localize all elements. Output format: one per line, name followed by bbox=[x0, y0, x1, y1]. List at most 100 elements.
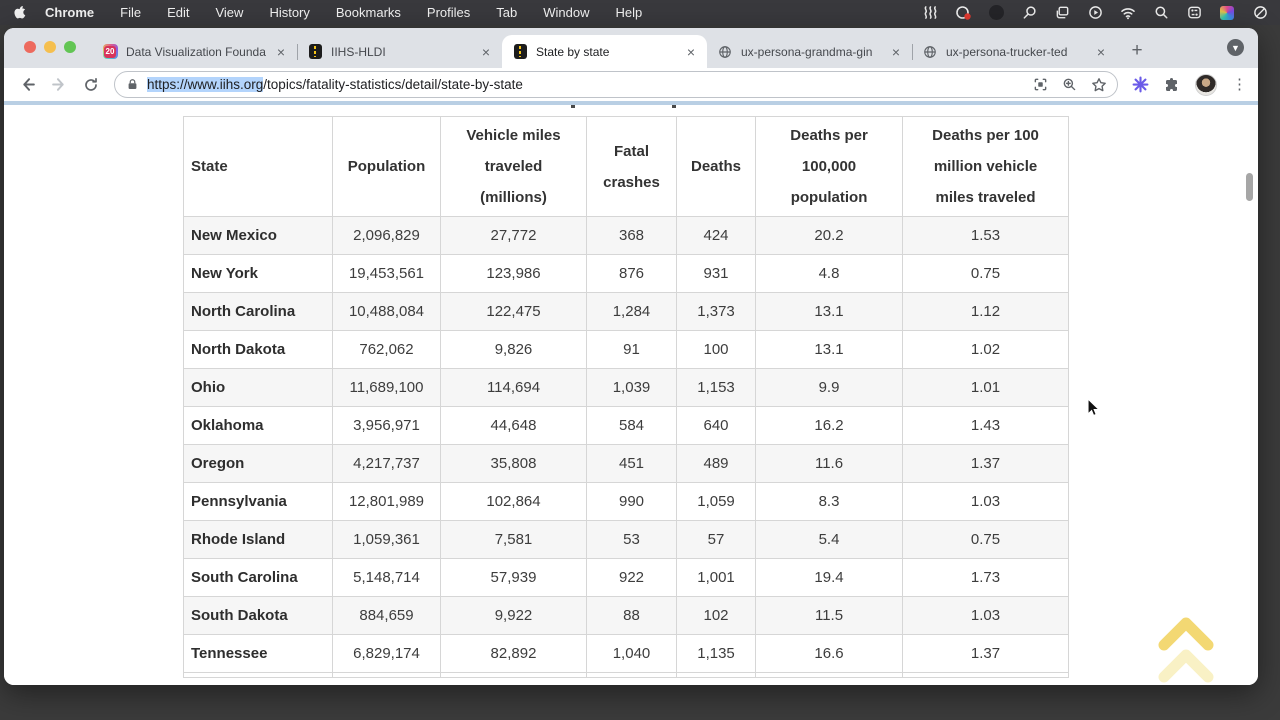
spotlight-search-icon[interactable] bbox=[1153, 5, 1169, 21]
value-cell: 10,488,084 bbox=[332, 292, 441, 331]
forward-icon[interactable] bbox=[46, 72, 72, 98]
table-body: New Mexico 2,096,829 27,772 368 424 20.2 1.53 N… bbox=[183, 216, 1070, 678]
value-cell: 19.4 bbox=[755, 558, 904, 597]
colorful-app-icon[interactable] bbox=[1219, 5, 1235, 21]
tab-iihs-hldi[interactable]: IIHS-HLDI × bbox=[297, 35, 502, 68]
value-cell: 53 bbox=[586, 520, 677, 559]
profile-avatar[interactable] bbox=[1195, 73, 1217, 96]
close-tab-icon[interactable]: × bbox=[686, 43, 696, 60]
double-chevron-up-icon bbox=[1158, 617, 1214, 651]
tab-data-visualization[interactable]: 20 Data Visualization Founda × bbox=[92, 35, 297, 68]
state-cell: Oklahoma bbox=[183, 406, 333, 445]
menu-profiles[interactable]: Profiles bbox=[426, 5, 471, 20]
menu-history[interactable]: History bbox=[269, 5, 310, 20]
browser-toolbar: https://www.iihs.org/topics/fatality-sta… bbox=[4, 68, 1258, 101]
control-center-icon[interactable] bbox=[1186, 5, 1202, 21]
apple-logo-icon[interactable] bbox=[12, 5, 27, 20]
menu-help[interactable]: Help bbox=[615, 5, 643, 20]
table-row: Pennsylvania 12,801,989 102,864 990 1,059 8.3… bbox=[183, 482, 1070, 521]
value-cell: 7,581 bbox=[440, 520, 587, 559]
close-tab-icon[interactable]: × bbox=[1096, 43, 1106, 60]
puzzle-extensions-icon[interactable] bbox=[1164, 77, 1180, 93]
table-row: Oregon 4,217,737 35,808 451 489 11.6 1.37 bbox=[183, 444, 1070, 483]
tab-ux-persona-trucker[interactable]: ux-persona-trucker-ted × bbox=[912, 35, 1117, 68]
value-cell: 102 bbox=[675, 596, 757, 635]
screen-record-badge-icon[interactable] bbox=[955, 5, 971, 21]
play-circle-icon[interactable] bbox=[1087, 5, 1103, 21]
state-cell: South Dakota bbox=[183, 596, 333, 635]
window-controls bbox=[24, 41, 76, 53]
tab-search-dropdown-button[interactable]: ▼ bbox=[1227, 39, 1244, 56]
wifi-icon[interactable] bbox=[1120, 5, 1136, 21]
table-row: South Carolina 5,148,714 57,939 922 1,001 19.… bbox=[183, 558, 1070, 597]
minimize-window-button[interactable] bbox=[44, 41, 56, 53]
close-tab-icon[interactable]: × bbox=[481, 43, 491, 60]
tab-state-by-state[interactable]: State by state × bbox=[502, 35, 707, 68]
close-tab-icon[interactable]: × bbox=[891, 43, 901, 60]
value-cell: 27,772 bbox=[440, 216, 587, 255]
value-cell: 16.2 bbox=[755, 406, 904, 445]
scrollbar-thumb[interactable] bbox=[1246, 173, 1253, 201]
value-cell: 1.03 bbox=[902, 482, 1070, 521]
header-vmt: Vehicle miles traveled (millions) bbox=[440, 116, 587, 217]
table-row: Rhode Island 1,059,361 7,581 53 57 5.4 0.75 bbox=[183, 520, 1070, 559]
state-cell: New York bbox=[183, 254, 333, 293]
value-cell: 762,062 bbox=[332, 330, 441, 369]
value-cell: 0.75 bbox=[902, 520, 1070, 559]
road-icon bbox=[307, 44, 323, 60]
value-cell: 1.73 bbox=[902, 558, 1070, 597]
table-row: South Dakota 884,659 9,922 88 102 11.5 1.03 bbox=[183, 596, 1070, 635]
value-cell: 57 bbox=[675, 520, 757, 559]
menu-chrome[interactable]: Chrome bbox=[45, 5, 95, 20]
value-cell: 9.9 bbox=[755, 368, 904, 407]
menu-view[interactable]: View bbox=[215, 5, 244, 20]
state-cell: Oregon bbox=[183, 444, 333, 483]
dimmed-app-icon[interactable] bbox=[988, 5, 1004, 21]
close-window-button[interactable] bbox=[24, 41, 36, 53]
header-state: State bbox=[183, 116, 333, 217]
menu-bookmarks[interactable]: Bookmarks bbox=[335, 5, 401, 20]
zoom-window-button[interactable] bbox=[64, 41, 76, 53]
course-20-icon: 20 bbox=[102, 44, 118, 60]
table-row: Tennessee 6,829,174 82,892 1,040 1,135 16.6 1.… bbox=[183, 634, 1070, 673]
address-bar[interactable]: https://www.iihs.org/topics/fatality-sta… bbox=[114, 71, 1118, 98]
value-cell: 1.37 bbox=[902, 444, 1070, 483]
zoom-icon[interactable] bbox=[1062, 77, 1077, 92]
value-cell: 19,453,561 bbox=[332, 254, 441, 293]
scroll-to-top-button[interactable] bbox=[1156, 611, 1216, 685]
fatality-statistics-table: State Population Vehicle miles traveled … bbox=[183, 116, 1070, 678]
value-cell: 11,689,100 bbox=[332, 368, 441, 407]
state-cell: South Carolina bbox=[183, 558, 333, 597]
back-icon[interactable] bbox=[14, 72, 40, 98]
tab-ux-persona-grandma[interactable]: ux-persona-grandma-gin × bbox=[707, 35, 912, 68]
menu-window[interactable]: Window bbox=[543, 5, 590, 20]
value-cell: 16.6 bbox=[755, 634, 904, 673]
do-not-disturb-icon[interactable] bbox=[1252, 5, 1268, 21]
windows-stack-icon[interactable] bbox=[1054, 5, 1070, 21]
menu-file[interactable]: File bbox=[120, 5, 142, 20]
value-cell: 640 bbox=[675, 406, 757, 445]
value-cell: 9,922 bbox=[440, 596, 587, 635]
value-cell: 88 bbox=[586, 596, 677, 635]
value-cell: 876 bbox=[586, 254, 677, 293]
clipped-text-remnant bbox=[672, 105, 676, 108]
value-cell: 451 bbox=[586, 444, 677, 483]
reload-icon[interactable] bbox=[78, 72, 104, 98]
menu-edit[interactable]: Edit bbox=[167, 5, 190, 20]
close-tab-icon[interactable]: × bbox=[276, 43, 286, 60]
value-cell: 102,864 bbox=[440, 482, 587, 521]
menu-tab[interactable]: Tab bbox=[496, 5, 518, 20]
value-cell: 91 bbox=[586, 330, 677, 369]
value-cell: 5,148,714 bbox=[332, 558, 441, 597]
waves-icon[interactable] bbox=[922, 5, 938, 21]
browser-window: 20 Data Visualization Founda × IIHS-HLDI… bbox=[4, 28, 1258, 685]
new-tab-button[interactable]: + bbox=[1131, 40, 1143, 61]
url-text[interactable]: https://www.iihs.org/topics/fatality-sta… bbox=[147, 77, 523, 92]
loupe-icon[interactable] bbox=[1021, 5, 1037, 21]
lock-icon[interactable] bbox=[126, 78, 139, 91]
starburst-extension-icon[interactable] bbox=[1132, 76, 1149, 93]
kebab-menu-icon[interactable]: ⋮ bbox=[1232, 75, 1247, 93]
state-cell: Rhode Island bbox=[183, 520, 333, 559]
bookmark-star-icon[interactable] bbox=[1091, 77, 1107, 93]
screenshot-grid-icon[interactable] bbox=[1033, 77, 1048, 92]
